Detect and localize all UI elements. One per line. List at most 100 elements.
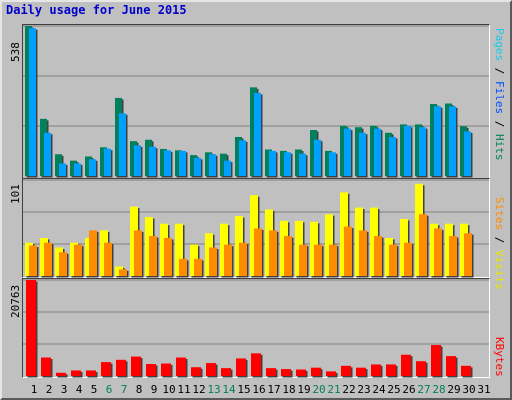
chart-title: Daily usage for June 2015 <box>6 3 187 17</box>
sites-bar-13 <box>209 247 217 276</box>
kbytes-bar-20 <box>311 367 321 376</box>
sites-bar-11 <box>179 258 187 276</box>
day-label-8: 8 <box>136 383 143 396</box>
sites-bar-9 <box>149 236 157 276</box>
kbytes-bar-10 <box>161 363 171 376</box>
hits-bar-16 <box>250 87 257 176</box>
sites-bar-17 <box>269 230 277 276</box>
hits-bar-1 <box>25 26 32 176</box>
day-label-22: 22 <box>342 383 355 396</box>
hits-bar-30 <box>460 126 467 176</box>
files-bar-16 <box>254 92 261 176</box>
files-bar-19 <box>299 153 306 176</box>
day-label-27: 27 <box>417 383 430 396</box>
files-bar-3 <box>59 163 66 176</box>
sites-bar-20 <box>314 244 322 276</box>
kbytes-bar-9 <box>146 363 156 376</box>
kbytes-bar-11 <box>176 357 186 376</box>
sites-bar-18 <box>284 236 292 276</box>
day-label-11: 11 <box>177 383 190 396</box>
sites-bar-2 <box>44 242 52 276</box>
kbytes-bar-22 <box>341 365 351 376</box>
hits-bar-13 <box>205 152 212 176</box>
kbytes-bar-27 <box>416 361 426 376</box>
kbytes-bar-29 <box>446 356 456 376</box>
hits-bar-5 <box>85 156 92 176</box>
sites-bar-21 <box>329 244 337 276</box>
sites-bar-8 <box>134 230 142 276</box>
hits-bar-22 <box>340 125 347 176</box>
files-bar-24 <box>374 128 381 176</box>
kbytes-bar-23 <box>356 367 366 376</box>
kbytes-bar-15 <box>236 358 246 376</box>
sites-bar-24 <box>374 236 382 276</box>
files-bar-18 <box>284 152 291 176</box>
sites-bar-30 <box>464 233 472 276</box>
hits-bar-25 <box>385 132 392 176</box>
sites-bar-1 <box>29 245 37 276</box>
day-label-21: 21 <box>327 383 340 396</box>
day-label-25: 25 <box>387 383 400 396</box>
hits-bar-27 <box>415 124 422 176</box>
day-label-14: 14 <box>222 383 236 396</box>
hits-bar-18 <box>280 150 287 176</box>
sites-bar-27 <box>419 214 427 276</box>
kbytes-bar-1 <box>26 280 36 376</box>
day-label-10: 10 <box>162 383 175 396</box>
day-label-4: 4 <box>76 383 83 396</box>
files-bar-10 <box>164 150 171 176</box>
day-label-20: 20 <box>312 383 325 396</box>
day-label-1: 1 <box>31 383 38 396</box>
files-bar-1 <box>29 28 36 176</box>
hits-bar-26 <box>400 124 407 176</box>
sites-bar-23 <box>359 230 367 276</box>
hits-bar-2 <box>40 118 47 176</box>
hits-bar-9 <box>145 139 152 176</box>
day-label-23: 23 <box>357 383 370 396</box>
kbytes-bar-6 <box>101 362 111 376</box>
hits-bar-8 <box>130 141 137 176</box>
hits-bar-11 <box>175 150 182 176</box>
visits-bar-11 <box>175 223 183 276</box>
hits-bar-24 <box>370 125 377 176</box>
kbytes-bar-7 <box>116 359 126 376</box>
kbytes-bar-16 <box>251 353 261 376</box>
files-bar-26 <box>404 125 411 176</box>
kbytes-bar-18 <box>281 369 291 376</box>
hits-bar-6 <box>100 147 107 176</box>
sites-bar-15 <box>239 242 247 276</box>
sites-bar-4 <box>74 244 82 276</box>
files-bar-9 <box>149 146 156 176</box>
files-bar-12 <box>194 157 201 176</box>
day-label-24: 24 <box>372 383 386 396</box>
kbytes-bar-4 <box>71 370 81 376</box>
hits-bar-17 <box>265 149 272 176</box>
day-label-17: 17 <box>267 383 280 396</box>
sites-bar-29 <box>449 236 457 276</box>
kbytes-bar-14 <box>221 368 231 376</box>
sites-bar-22 <box>344 226 352 276</box>
hits-bar-20 <box>310 129 317 176</box>
day-label-29: 29 <box>447 383 460 396</box>
hits-bar-19 <box>295 149 302 176</box>
files-bar-7 <box>119 113 126 176</box>
day-label-6: 6 <box>106 383 113 396</box>
day-label-28: 28 <box>432 383 445 396</box>
files-bar-28 <box>434 106 441 176</box>
sites-bar-3 <box>59 252 67 276</box>
sites-bar-16 <box>254 228 262 276</box>
kbytes-bar-12 <box>191 367 201 376</box>
day-label-16: 16 <box>252 383 265 396</box>
sites-bar-10 <box>164 237 172 276</box>
day-label-26: 26 <box>402 383 415 396</box>
day-label-9: 9 <box>151 383 158 396</box>
files-bar-20 <box>314 139 321 176</box>
hits-bar-21 <box>325 150 332 176</box>
files-bar-27 <box>419 127 426 176</box>
hits-bar-4 <box>70 160 77 176</box>
files-bar-17 <box>269 150 276 176</box>
hits-bar-14 <box>220 153 227 176</box>
files-bar-6 <box>104 148 111 176</box>
kbytes-bar-8 <box>131 356 141 376</box>
